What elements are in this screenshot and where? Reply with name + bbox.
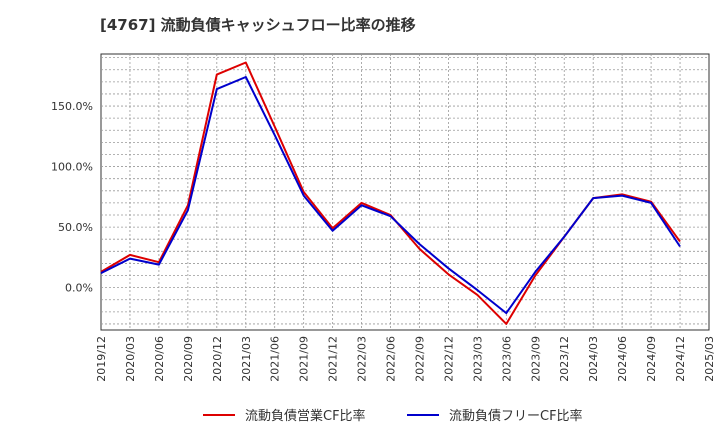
x-tick-label: 2022/03 [356, 336, 369, 382]
plot-area [100, 53, 710, 331]
x-tick-label: 2020/03 [124, 336, 137, 382]
x-tick-label: 2024/12 [674, 336, 687, 382]
y-tick-label: 150.0% [51, 100, 93, 113]
y-tick-label: 0.0% [65, 282, 93, 295]
chart-title: [4767] 流動負債キャッシュフロー比率の推移 [100, 16, 416, 34]
x-tick-label: 2024/06 [616, 336, 629, 382]
x-tick-label: 2022/12 [442, 336, 455, 382]
y-tick-label: 50.0% [58, 221, 93, 234]
x-tick-label: 2024/03 [587, 336, 600, 382]
x-tick-label: 2023/03 [471, 336, 484, 382]
y-tick-label: 100.0% [51, 161, 93, 174]
x-tick-label: 2021/03 [240, 336, 253, 382]
legend-label: 流動負債営業CF比率 [245, 408, 366, 424]
x-tick-label: 2022/09 [413, 336, 426, 382]
x-tick-label: 2020/12 [211, 336, 224, 382]
x-tick-label: 2022/06 [385, 336, 398, 382]
x-tick-label: 2021/09 [298, 336, 311, 382]
series-line-2 [100, 76, 681, 315]
x-tick-label: 2021/12 [327, 336, 340, 382]
x-tick-label: 2025/03 [703, 336, 716, 382]
legend-label: 流動負債フリーCF比率 [449, 408, 583, 424]
series-lines [100, 61, 681, 325]
y-axis-ticks: 0.0% 50.0% 100.0% 150.0% [51, 100, 93, 295]
x-tick-label: 2019/12 [95, 336, 108, 382]
x-tick-label: 2020/06 [153, 336, 166, 382]
x-tick-label: 2024/09 [645, 336, 658, 382]
legend: 流動負債営業CF比率 流動負債フリーCF比率 [203, 408, 583, 424]
x-axis-ticks: 2019/12 2020/03 2020/06 2020/09 2020/12 2021/… [95, 336, 716, 382]
x-tick-label: 2023/06 [500, 336, 513, 382]
x-tick-label: 2021/06 [269, 336, 282, 382]
x-tick-label: 2020/09 [182, 336, 195, 382]
x-tick-label: 2023/12 [558, 336, 571, 382]
x-tick-label: 2023/09 [529, 336, 542, 382]
